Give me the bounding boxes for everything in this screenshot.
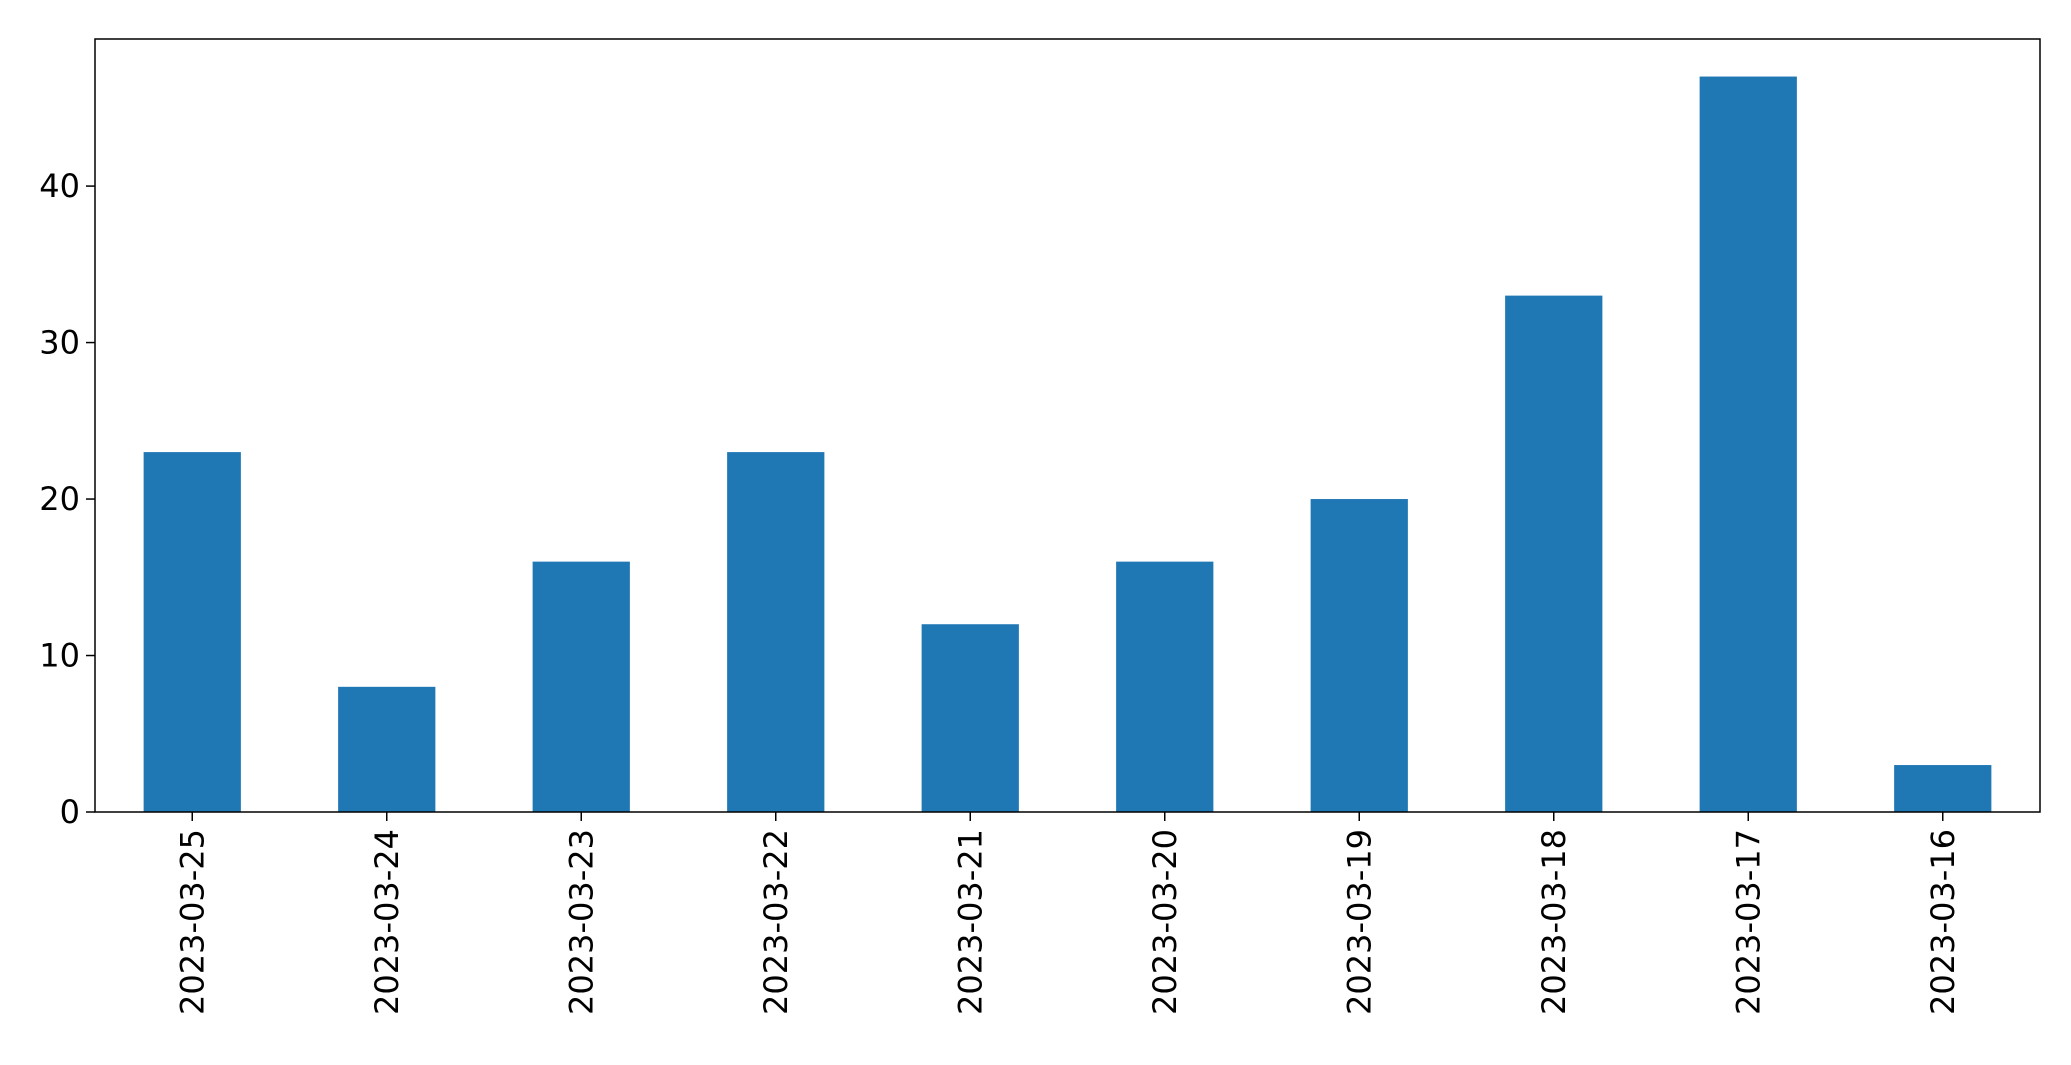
bar-2023-03-25: [143, 452, 241, 812]
bars-layer: [143, 76, 1992, 812]
x-tick-label: 2023-03-21: [951, 829, 989, 1015]
y-tick-label: 20: [39, 480, 80, 518]
bar-2023-03-18: [1505, 295, 1603, 812]
y-tick-label: 30: [39, 324, 80, 362]
bar-2023-03-20: [1116, 561, 1214, 812]
bar-2023-03-21: [921, 624, 1019, 812]
plot-frame: [94, 38, 2041, 813]
bar-2023-03-22: [727, 452, 825, 812]
x-tick-label: 2023-03-17: [1729, 829, 1767, 1015]
x-tick-label: 2023-03-22: [757, 829, 795, 1015]
bar-2023-03-19: [1310, 499, 1408, 812]
bar-2023-03-17: [1699, 76, 1797, 812]
x-tick-label: 2023-03-16: [1924, 829, 1962, 1015]
x-axis: 2023-03-25 2023-03-24 2023-03-23 2023-03-22…: [173, 812, 1962, 1015]
x-tick-label: 2023-03-19: [1340, 829, 1378, 1015]
y-tick-label: 10: [39, 637, 80, 675]
x-tick-label: 2023-03-23: [562, 829, 600, 1015]
x-tick-label: 2023-03-24: [368, 829, 406, 1015]
bar-2023-03-24: [338, 686, 436, 812]
y-axis: 0 10 20 30 40: [39, 167, 95, 831]
x-tick-label: 2023-03-20: [1146, 829, 1184, 1015]
bar-2023-03-16: [1894, 765, 1992, 812]
x-tick-label: 2023-03-18: [1535, 829, 1573, 1015]
x-tick-label: 2023-03-25: [173, 829, 211, 1015]
y-tick-label: 40: [39, 167, 80, 205]
y-tick-label: 0: [60, 793, 80, 831]
bar-2023-03-23: [532, 561, 630, 812]
